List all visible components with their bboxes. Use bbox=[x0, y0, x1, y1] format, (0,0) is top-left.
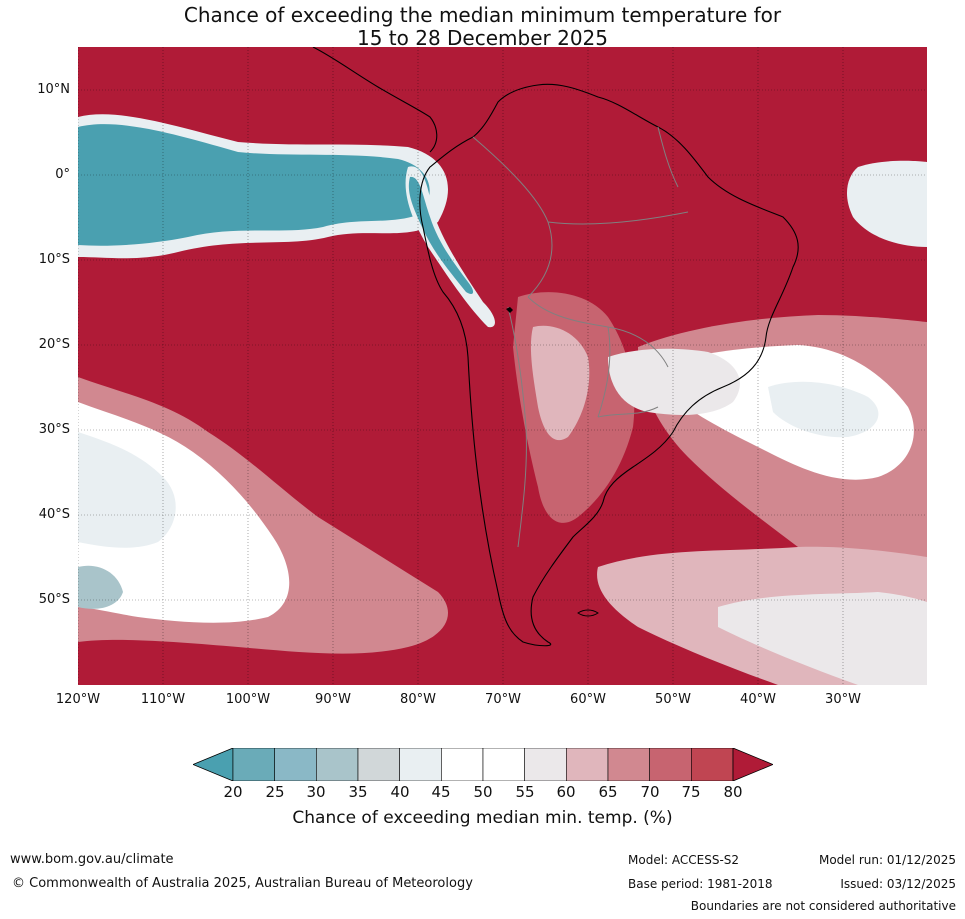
north-atlantic-patch bbox=[846, 160, 927, 247]
lat-tick-30s: 30°S bbox=[38, 422, 70, 437]
footer-disclaimer: Boundaries are not considered authoritat… bbox=[690, 899, 956, 913]
southeast-pacific-teal-spot bbox=[78, 565, 123, 609]
lat-tick-20s: 20°S bbox=[38, 337, 70, 352]
colorbar-cells bbox=[232, 747, 734, 782]
lat-tick-10s: 10°S bbox=[38, 252, 70, 267]
country-borders bbox=[472, 126, 689, 548]
lat-tick-40s: 40°S bbox=[38, 507, 70, 522]
pacific-equatorial-teal bbox=[78, 124, 430, 246]
colorbar-cell bbox=[524, 747, 567, 782]
footer-model: Model: ACCESS-S2 bbox=[628, 853, 740, 867]
lon-tick-110w: 110°W bbox=[140, 692, 186, 707]
cb-tick-80: 80 bbox=[723, 783, 743, 801]
lat-tick-10n: 10°N bbox=[37, 82, 70, 97]
colorbar-cell bbox=[274, 747, 317, 782]
footer-base-period: Base period: 1981-2018 bbox=[628, 877, 773, 891]
title-line-2: 15 to 28 December 2025 bbox=[356, 26, 608, 50]
gridlines bbox=[78, 47, 927, 685]
colorbar bbox=[191, 747, 775, 782]
lon-tick-30w: 30°W bbox=[825, 692, 861, 707]
cb-tick-35: 35 bbox=[348, 783, 368, 801]
lon-tick-60w: 60°W bbox=[570, 692, 606, 707]
cb-tick-70: 70 bbox=[640, 783, 660, 801]
peru-coast-teal bbox=[405, 166, 495, 328]
south-atlantic-southern-white bbox=[718, 592, 927, 685]
footer-model-run: Model run: 01/12/2025 bbox=[818, 853, 956, 867]
colorbar-cell bbox=[357, 747, 400, 782]
title-line-1: Chance of exceeding the median minimum t… bbox=[183, 3, 782, 27]
colorbar-cell bbox=[649, 747, 692, 782]
lat-tick-0: 0° bbox=[55, 167, 70, 182]
argentina-light bbox=[530, 325, 590, 441]
colorbar-cell bbox=[566, 747, 609, 782]
footer-copyright: © Commonwealth of Australia 2025, Austra… bbox=[12, 876, 473, 891]
lon-tick-120w: 120°W bbox=[55, 692, 101, 707]
south-america-coastline bbox=[419, 83, 799, 647]
lon-tick-90w: 90°W bbox=[315, 692, 351, 707]
map-svg bbox=[78, 47, 927, 685]
colorbar-label: Chance of exceeding median min. temp. (%… bbox=[292, 808, 673, 828]
central-america-coastline bbox=[312, 47, 438, 153]
south-atlantic-grey bbox=[768, 381, 879, 438]
cb-tick-25: 25 bbox=[265, 783, 285, 801]
footer-issued: Issued: 03/12/2025 bbox=[840, 877, 956, 891]
colorbar-cell bbox=[607, 747, 650, 782]
cb-tick-20: 20 bbox=[223, 783, 243, 801]
cb-tick-55: 55 bbox=[515, 783, 535, 801]
colorbar-extend-low bbox=[191, 747, 234, 782]
lon-tick-70w: 70°W bbox=[485, 692, 521, 707]
peru-coast-teal-core bbox=[408, 176, 474, 294]
cb-tick-50: 50 bbox=[473, 783, 493, 801]
footer-url[interactable]: www.bom.gov.au/climate bbox=[10, 852, 174, 867]
colorbar-cell bbox=[399, 747, 442, 782]
colorbar-extend-high bbox=[732, 747, 775, 782]
lon-tick-50w: 50°W bbox=[655, 692, 691, 707]
cb-tick-60: 60 bbox=[556, 783, 576, 801]
lake-titicaca bbox=[506, 307, 513, 313]
southeast-pacific-grey bbox=[78, 432, 176, 548]
cb-tick-65: 65 bbox=[598, 783, 618, 801]
probability-map bbox=[78, 47, 927, 685]
cb-tick-45: 45 bbox=[431, 783, 451, 801]
lon-tick-80w: 80°W bbox=[400, 692, 436, 707]
colorbar-svg bbox=[191, 747, 775, 782]
colorbar-cell bbox=[691, 747, 734, 782]
cb-tick-40: 40 bbox=[390, 783, 410, 801]
cb-tick-75: 75 bbox=[681, 783, 701, 801]
colorbar-cell bbox=[232, 747, 275, 782]
colorbar-cell bbox=[482, 747, 525, 782]
lat-tick-50s: 50°S bbox=[38, 592, 70, 607]
lon-tick-40w: 40°W bbox=[740, 692, 776, 707]
lon-tick-100w: 100°W bbox=[225, 692, 271, 707]
south-brazil-white bbox=[608, 348, 740, 415]
cb-tick-30: 30 bbox=[306, 783, 326, 801]
colorbar-cell bbox=[441, 747, 484, 782]
falkland-islands bbox=[577, 609, 599, 617]
chart-title: Chance of exceeding the median minimum t… bbox=[0, 4, 965, 50]
colorbar-cell bbox=[316, 747, 359, 782]
